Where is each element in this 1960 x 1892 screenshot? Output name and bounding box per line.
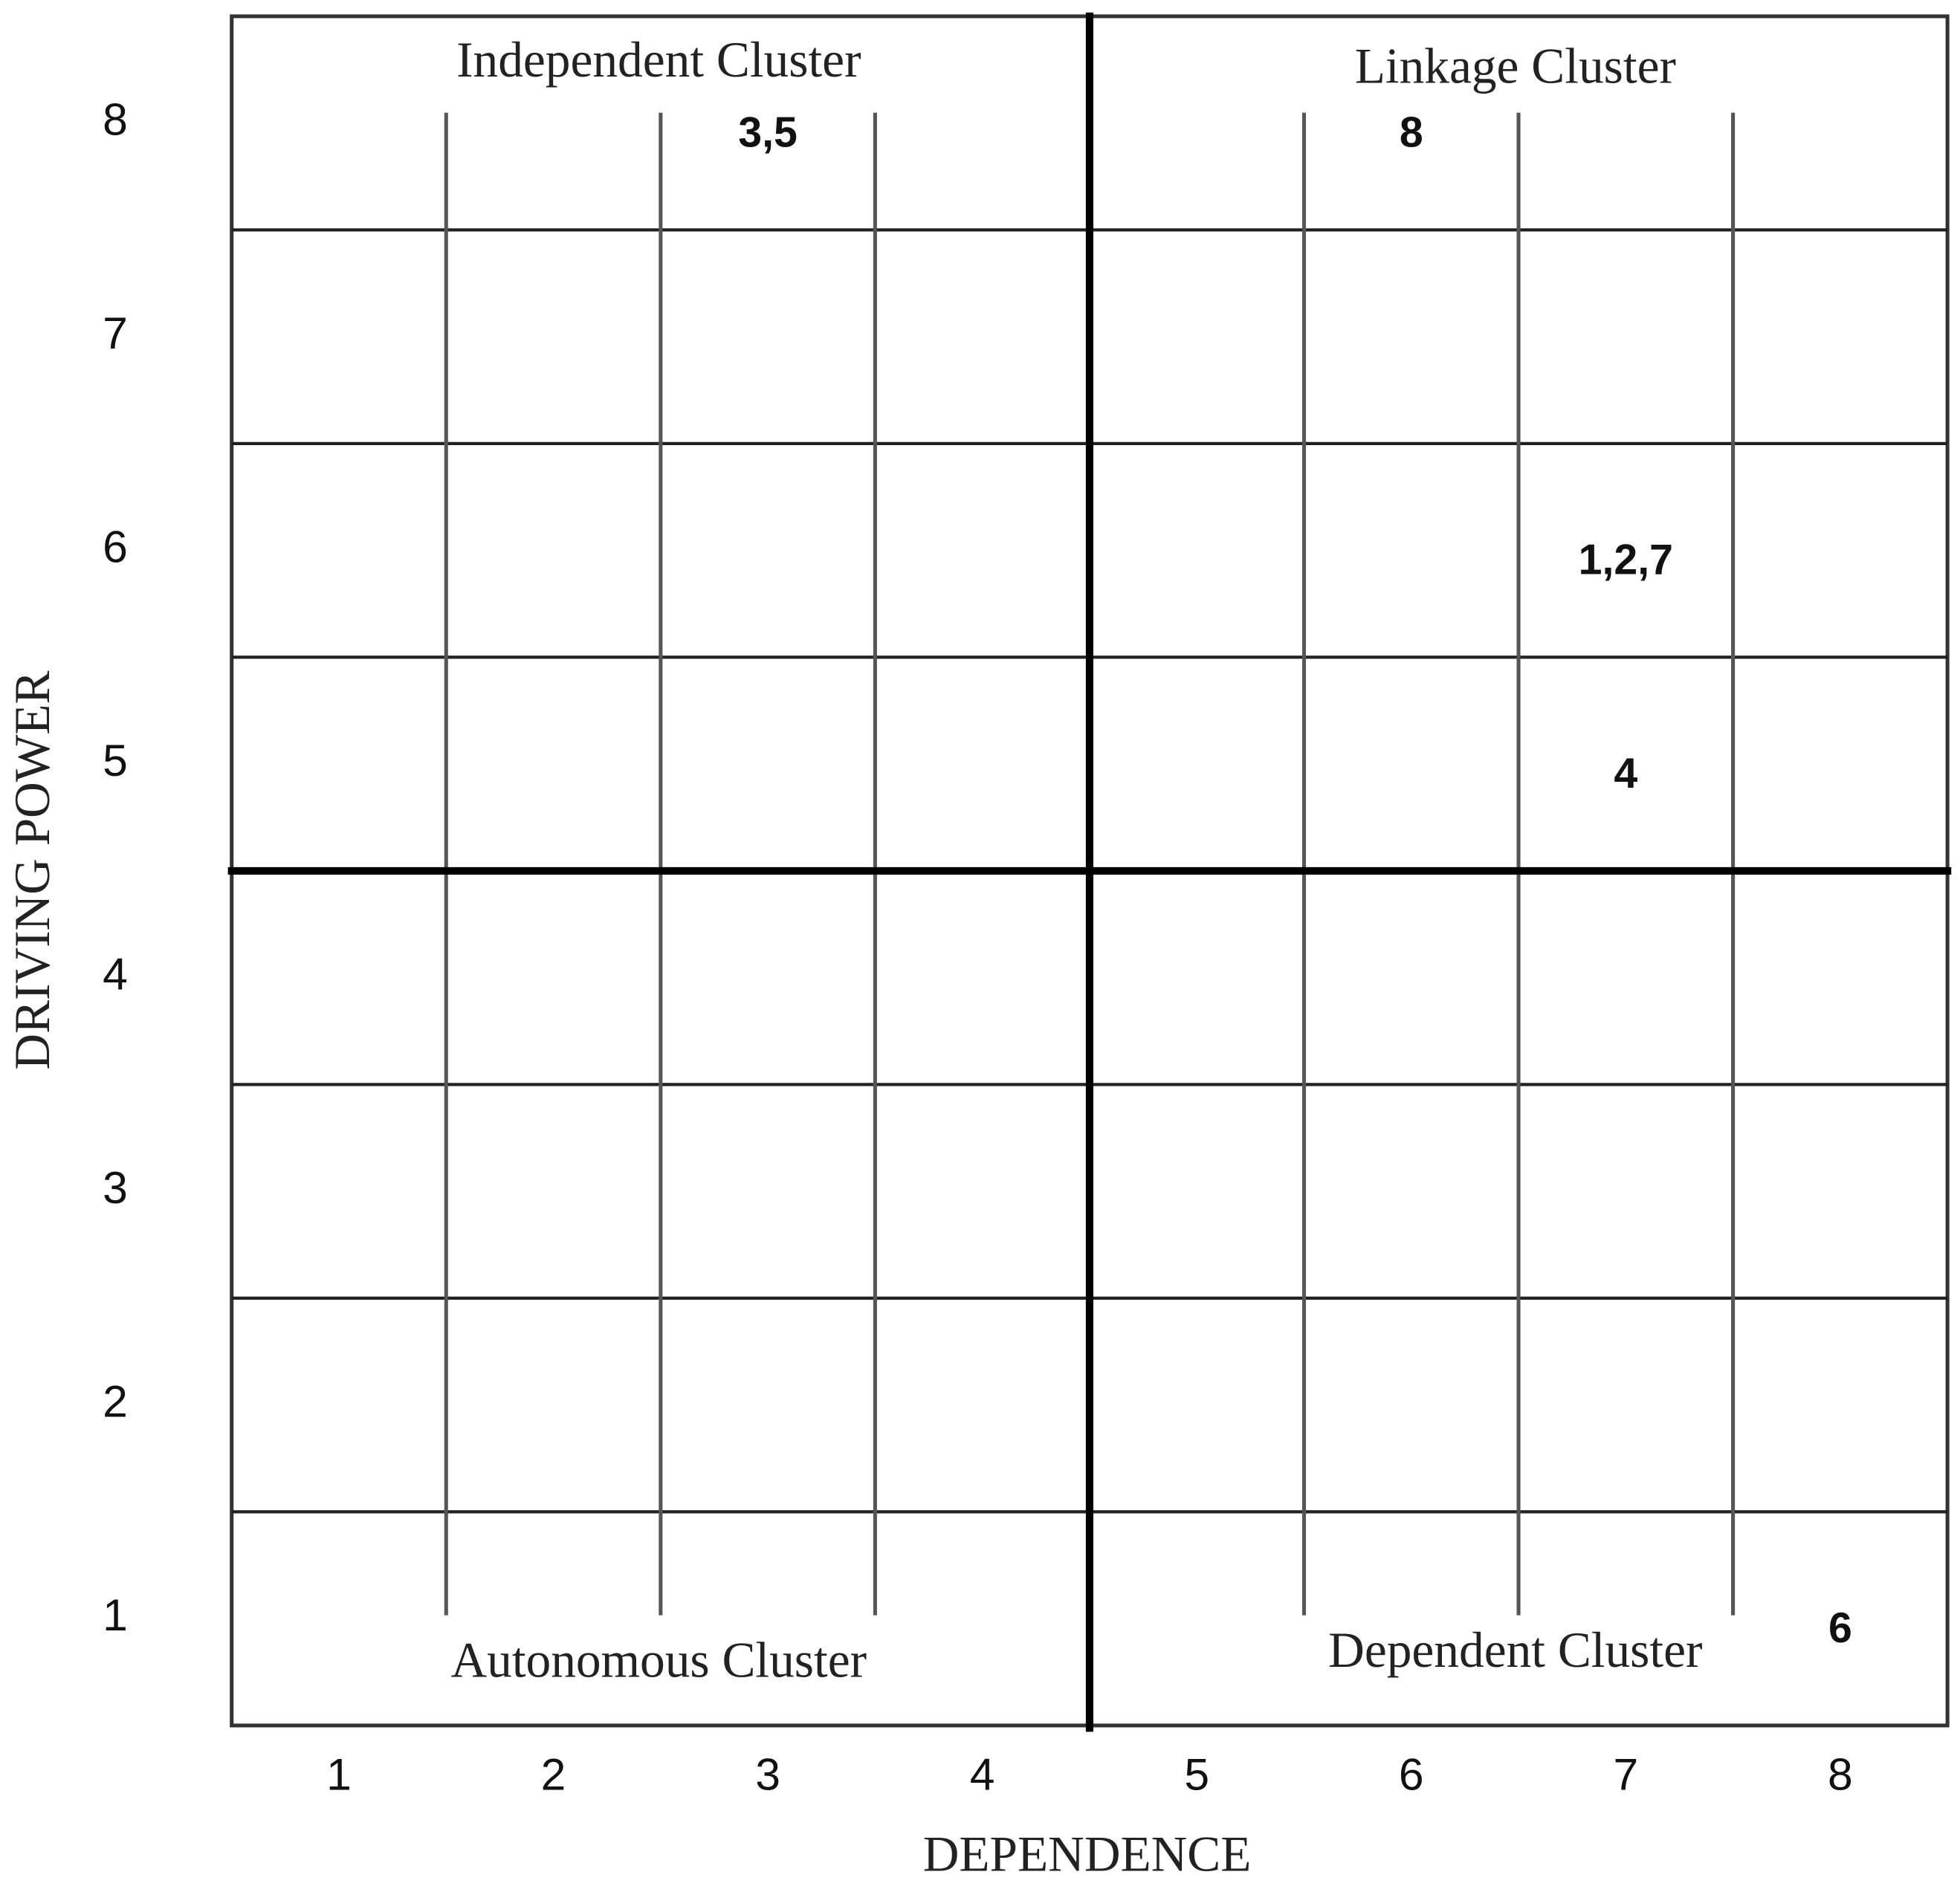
x-tick-label: 7 <box>1613 1749 1638 1800</box>
quadrant-label: Independent Cluster <box>456 32 861 88</box>
point-label: 8 <box>1400 109 1423 157</box>
quadrant-label: Linkage Cluster <box>1355 39 1676 94</box>
y-tick-label: 1 <box>103 1590 128 1640</box>
y-tick-label: 2 <box>103 1376 128 1427</box>
point-label: 4 <box>1614 750 1637 797</box>
y-tick-label: 6 <box>103 522 128 572</box>
x-tick-label: 1 <box>326 1749 352 1800</box>
x-tick-label: 6 <box>1399 1749 1424 1800</box>
y-tick-label: 8 <box>103 94 128 145</box>
point-label: 6 <box>1828 1604 1852 1652</box>
point-label: 1,2,7 <box>1579 537 1673 584</box>
y-tick-label: 3 <box>103 1162 128 1213</box>
x-axis-title: DEPENDENCE <box>923 1827 1252 1882</box>
y-tick-label: 4 <box>103 949 128 1000</box>
quadrant-label: Autonomous Cluster <box>450 1632 867 1688</box>
x-tick-label: 5 <box>1184 1749 1209 1800</box>
x-tick-label: 2 <box>541 1749 566 1800</box>
y-tick-label: 5 <box>103 735 128 785</box>
y-axis-title: DRIVING POWER <box>4 670 60 1069</box>
x-tick-label: 8 <box>1828 1749 1853 1800</box>
point-label: 3,5 <box>738 109 798 157</box>
x-tick-label: 3 <box>755 1749 780 1800</box>
quadrant-label: Dependent Cluster <box>1328 1622 1702 1678</box>
y-tick-label: 7 <box>103 308 128 358</box>
x-tick-label: 4 <box>970 1749 995 1800</box>
